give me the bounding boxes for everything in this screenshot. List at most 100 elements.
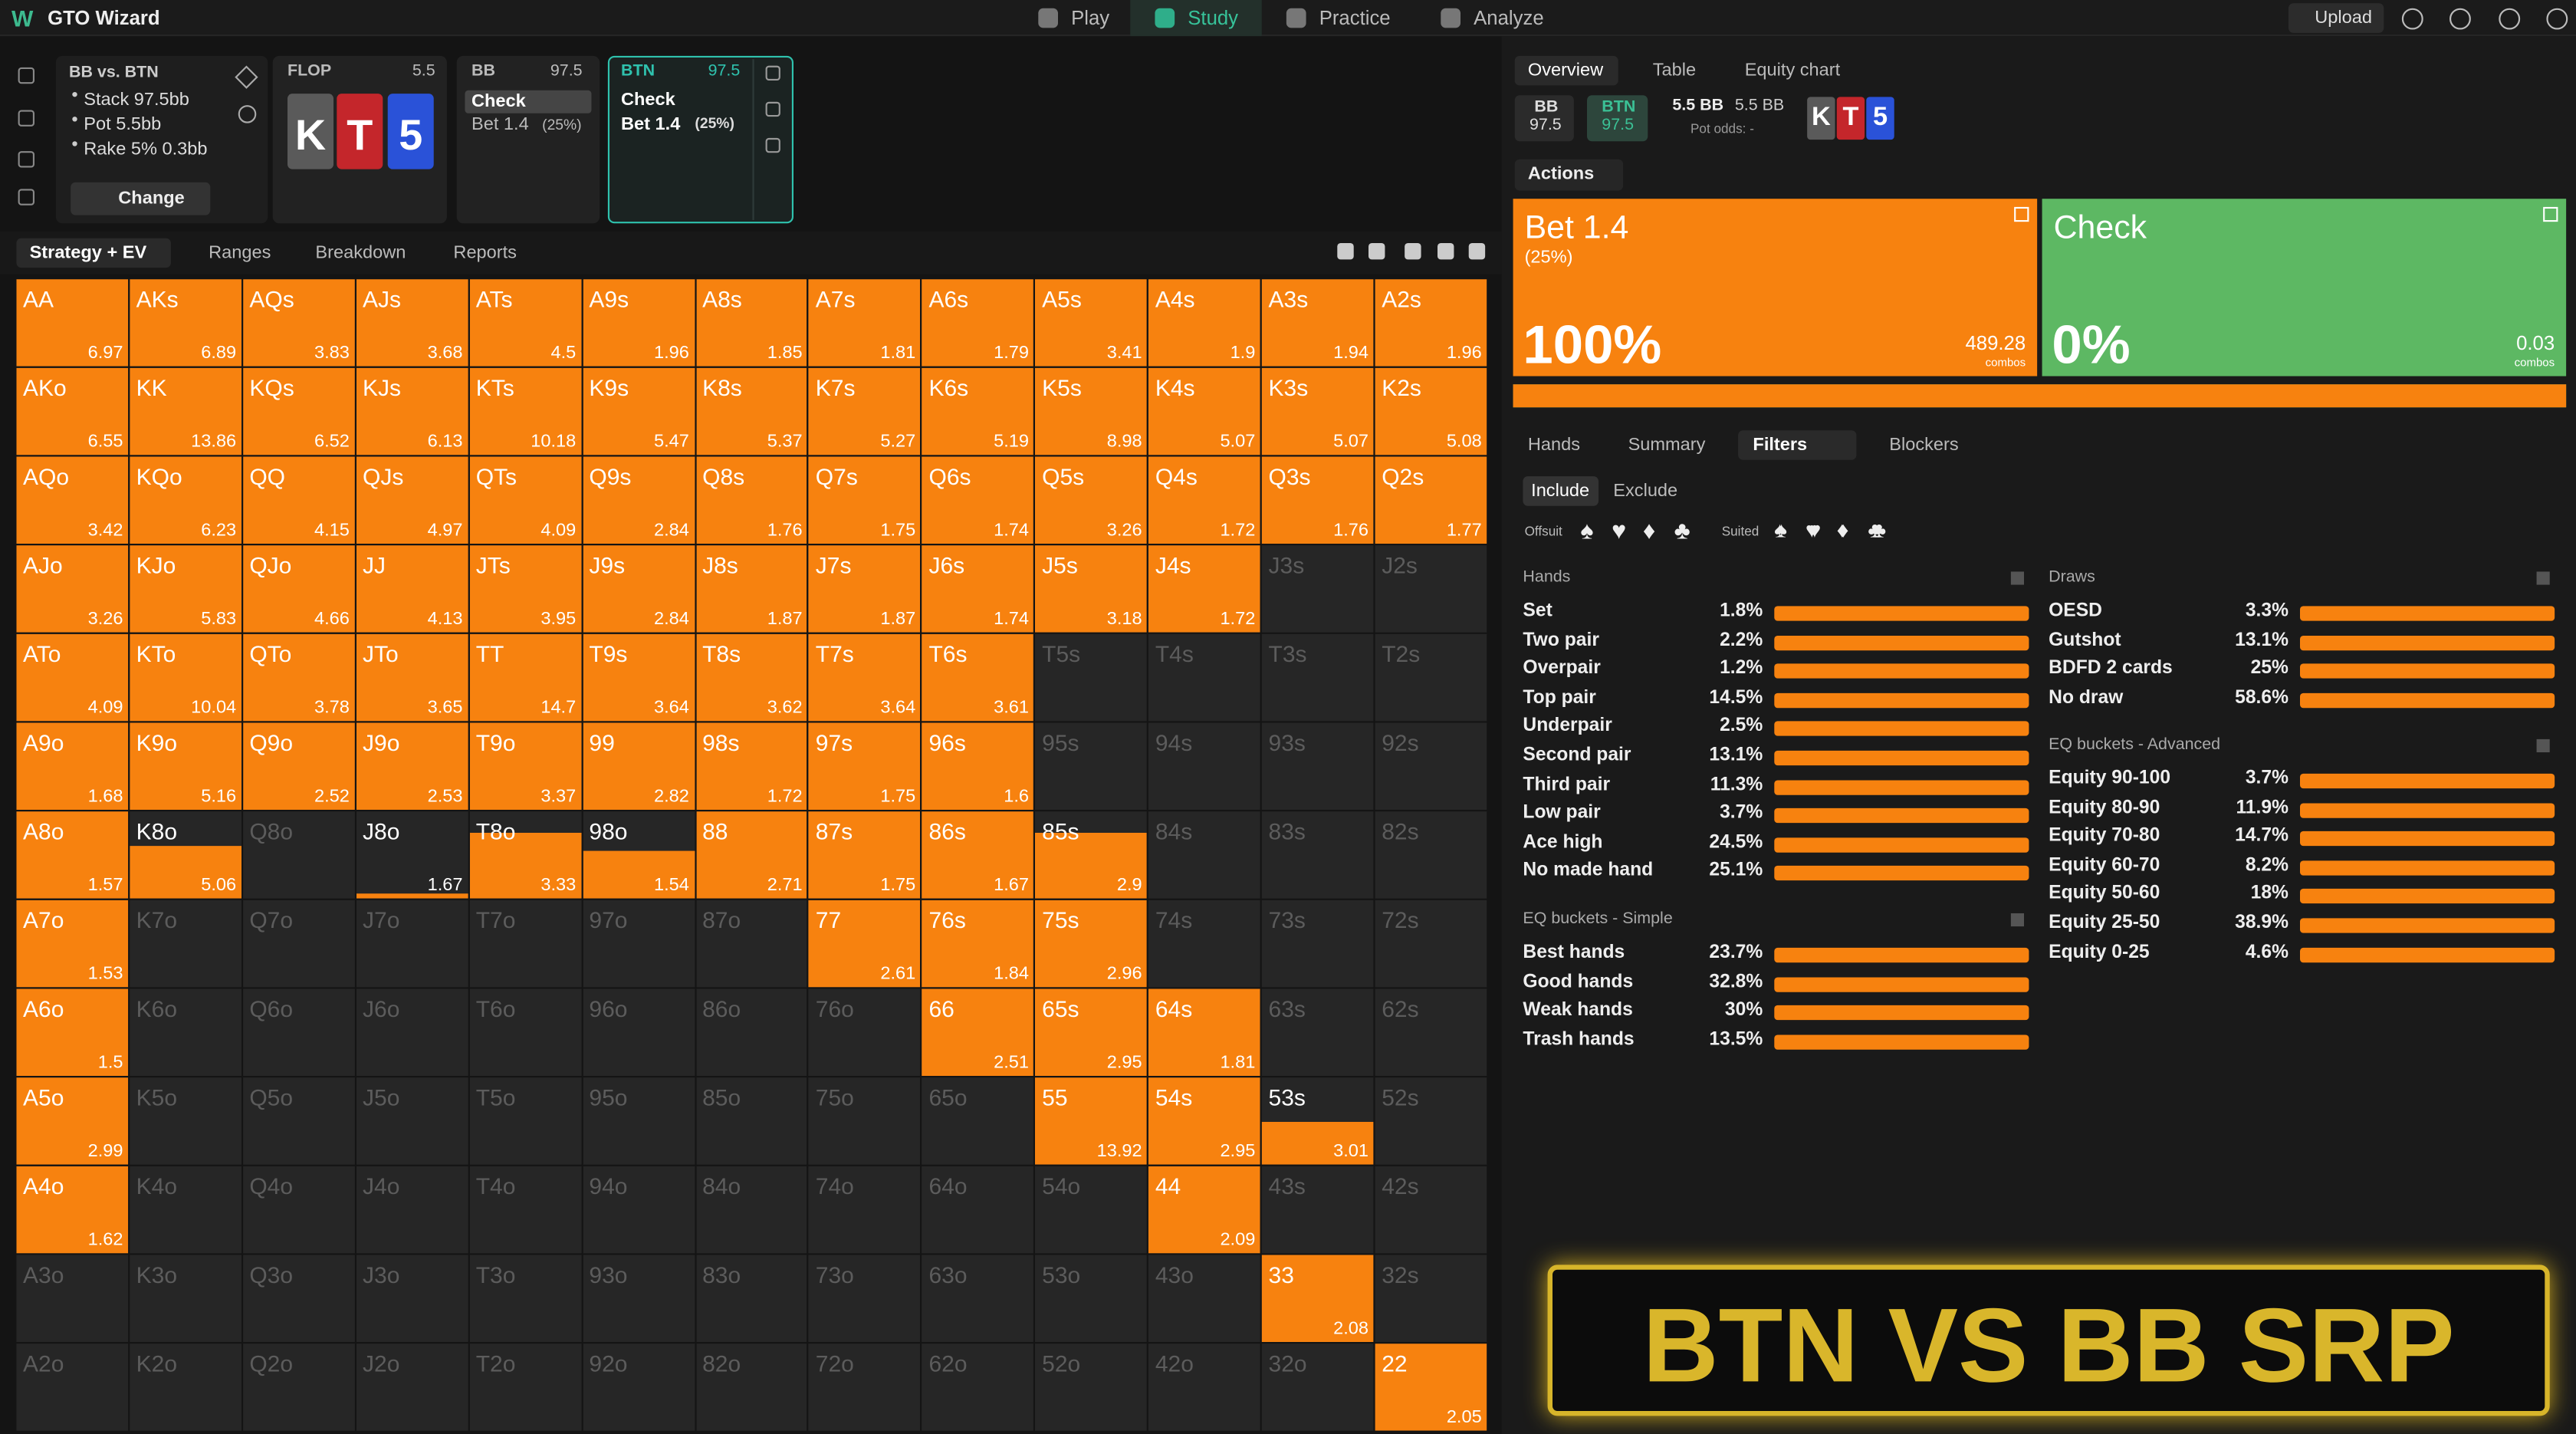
- hand-cell[interactable]: J5s 3.18: [1035, 545, 1148, 633]
- hand-cell[interactable]: J7o: [356, 900, 468, 988]
- hand-cell[interactable]: 63s: [1261, 988, 1374, 1077]
- hand-cell[interactable]: Q9o 2.52: [242, 722, 355, 811]
- hand-cell[interactable]: J8s 1.87: [695, 545, 808, 633]
- hand-cell[interactable]: TT 14.7: [469, 633, 581, 722]
- hand-cell[interactable]: 33 2.08: [1261, 1255, 1374, 1343]
- tab[interactable]: Breakdown: [315, 243, 406, 263]
- hand-cell[interactable]: T2o: [469, 1344, 581, 1431]
- filter-label[interactable]: Top pair: [1523, 688, 1596, 708]
- hand-cell[interactable]: 42o: [1148, 1344, 1260, 1431]
- tab[interactable]: Table: [1652, 61, 1697, 81]
- hand-cell[interactable]: 44 2.09: [1148, 1166, 1260, 1254]
- hand-cell[interactable]: A7s 1.81: [809, 279, 921, 367]
- hand-cell[interactable]: AQo 3.42: [16, 456, 128, 544]
- hand-cell[interactable]: A4s 1.9: [1148, 279, 1260, 367]
- hand-cell[interactable]: 64o: [922, 1166, 1034, 1254]
- side-icon[interactable]: [18, 189, 34, 206]
- hand-cell[interactable]: K6o: [130, 988, 242, 1077]
- filter-label[interactable]: Gutshot: [2049, 630, 2121, 650]
- side-icon[interactable]: [18, 67, 34, 84]
- suit-filter[interactable]: ♣♣: [1868, 517, 1886, 542]
- filter-label[interactable]: No made hand: [1523, 861, 1654, 881]
- action-box[interactable]: Check 0% 0.03 combos: [2042, 199, 2567, 377]
- hand-cell[interactable]: AJs 3.68: [356, 279, 468, 367]
- tab[interactable]: Hands: [1527, 435, 1580, 456]
- filter-label[interactable]: OESD: [2049, 600, 2102, 621]
- hand-cell[interactable]: K3s 5.07: [1261, 367, 1374, 456]
- hand-cell[interactable]: AA 6.97: [16, 279, 128, 367]
- hand-cell[interactable]: Q5s 3.26: [1035, 456, 1148, 544]
- hand-cell[interactable]: J7s 1.87: [809, 545, 921, 633]
- hand-cell[interactable]: 75o: [809, 1077, 921, 1165]
- hand-cell[interactable]: ATs 4.5: [469, 279, 581, 367]
- hand-cell[interactable]: T7o: [469, 900, 581, 988]
- hand-cell[interactable]: T8o 3.33: [469, 811, 581, 899]
- hand-cell[interactable]: 76s 1.84: [922, 900, 1034, 988]
- hand-cell[interactable]: Q9s 2.84: [582, 456, 695, 544]
- hand-cell[interactable]: KJo 5.83: [130, 545, 242, 633]
- hand-cell[interactable]: Q4s 1.72: [1148, 456, 1260, 544]
- hand-cell[interactable]: A8s 1.85: [695, 279, 808, 367]
- filter-label[interactable]: Equity 90-100: [2049, 768, 2171, 789]
- hand-cell[interactable]: 64s 1.81: [1148, 988, 1260, 1077]
- hand-cell[interactable]: 95o: [582, 1077, 695, 1165]
- group-toggle[interactable]: [2010, 571, 2024, 585]
- hand-cell[interactable]: 84o: [695, 1166, 808, 1254]
- hand-cell[interactable]: 98s 1.72: [695, 722, 808, 811]
- filter-label[interactable]: Equity 25-50: [2049, 913, 2160, 933]
- hand-cell[interactable]: 87s 1.75: [809, 811, 921, 899]
- actions-label[interactable]: Actions: [1527, 164, 1595, 184]
- hand-cell[interactable]: 94s: [1148, 722, 1260, 811]
- hand-cell[interactable]: A2o: [16, 1344, 128, 1431]
- filter-label[interactable]: Good hands: [1523, 972, 1634, 992]
- nav-item[interactable]: Analyze: [1474, 6, 1544, 30]
- hand-cell[interactable]: 92o: [582, 1344, 695, 1431]
- hand-cell[interactable]: KJs 6.13: [356, 367, 468, 456]
- hand-cell[interactable]: AJo 3.26: [16, 545, 128, 633]
- hand-cell[interactable]: Q7o: [242, 900, 355, 988]
- hand-cell[interactable]: K2o: [130, 1344, 242, 1431]
- filter-label[interactable]: Ace high: [1523, 832, 1603, 853]
- node-icon[interactable]: [765, 101, 780, 117]
- hand-cell[interactable]: 55 13.92: [1035, 1077, 1148, 1165]
- hand-cell[interactable]: 73o: [809, 1255, 921, 1343]
- hand-cell[interactable]: 77 2.61: [809, 900, 921, 988]
- hand-cell[interactable]: QQ 4.15: [242, 456, 355, 544]
- hand-cell[interactable]: J6s 1.74: [922, 545, 1034, 633]
- hand-cell[interactable]: J2o: [356, 1344, 468, 1431]
- hand-cell[interactable]: A2s 1.96: [1375, 279, 1487, 367]
- hand-cell[interactable]: Q2s 1.77: [1375, 456, 1487, 544]
- view-icon[interactable]: [1337, 243, 1354, 260]
- hand-cell[interactable]: A9o 1.68: [16, 722, 128, 811]
- hand-cell[interactable]: K6s 5.19: [922, 367, 1034, 456]
- group-toggle[interactable]: [2536, 738, 2550, 753]
- hand-cell[interactable]: J2s: [1375, 545, 1487, 633]
- hand-cell[interactable]: A5s 3.41: [1035, 279, 1148, 367]
- upload-label[interactable]: Upload: [2315, 8, 2372, 28]
- tab[interactable]: Summary: [1628, 435, 1706, 456]
- suit-filter[interactable]: ♦♦: [1836, 517, 1852, 542]
- view-icon[interactable]: [1438, 243, 1454, 260]
- hand-cell[interactable]: 93o: [582, 1255, 695, 1343]
- hand-cell[interactable]: QJs 4.97: [356, 456, 468, 544]
- hand-cell[interactable]: 99 2.82: [582, 722, 695, 811]
- hand-cell[interactable]: 82s: [1375, 811, 1487, 899]
- hand-cell[interactable]: QTo 3.78: [242, 633, 355, 722]
- hand-cell[interactable]: T3s: [1261, 633, 1374, 722]
- tab[interactable]: Filters: [1753, 435, 1808, 456]
- hand-cell[interactable]: K5s 8.98: [1035, 367, 1148, 456]
- hand-cell[interactable]: T7s 3.64: [809, 633, 921, 722]
- hand-cell[interactable]: JTs 3.95: [469, 545, 581, 633]
- hand-cell[interactable]: J4o: [356, 1166, 468, 1254]
- nav-icon[interactable]: [2499, 8, 2521, 30]
- hand-cell[interactable]: 52o: [1035, 1344, 1148, 1431]
- nav-item[interactable]: Study: [1188, 6, 1239, 30]
- view-icon[interactable]: [1405, 243, 1421, 260]
- hand-cell[interactable]: J3o: [356, 1255, 468, 1343]
- tab[interactable]: Strategy + EV: [29, 243, 147, 263]
- hand-cell[interactable]: Q6s 1.74: [922, 456, 1034, 544]
- view-icon[interactable]: [1468, 243, 1486, 260]
- hand-cell[interactable]: J5o: [356, 1077, 468, 1165]
- hand-cell[interactable]: 83s: [1261, 811, 1374, 899]
- filter-label[interactable]: No draw: [2049, 688, 2124, 708]
